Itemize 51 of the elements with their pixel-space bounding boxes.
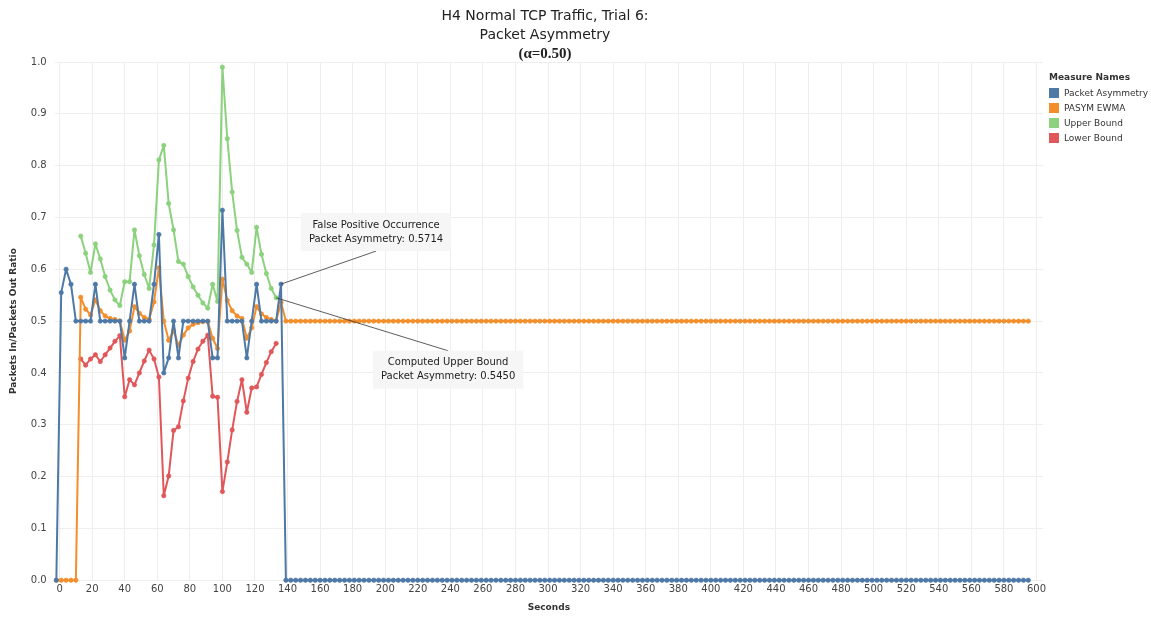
- x-tick-label: 160: [310, 582, 330, 594]
- x-tick-label: 200: [375, 582, 395, 594]
- y-tick-label: 1.0: [30, 55, 47, 67]
- x-tick-label: 100: [212, 582, 232, 594]
- x-tick-label: 180: [343, 582, 363, 594]
- x-tick-label: 480: [831, 582, 851, 594]
- x-tick-label: 440: [766, 582, 786, 594]
- y-tick-label: 0.2: [30, 470, 47, 482]
- y-tick-label: 0.8: [30, 159, 47, 171]
- annotation: False Positive Occurrence Packet Asymmetry: 0.5714: [308, 218, 444, 244]
- legend-title: Measure Names: [1049, 72, 1132, 82]
- x-tick-label: 240: [440, 582, 460, 594]
- annotation: Computed Upper Bound Packet Asymmetry: 0.5450: [381, 356, 516, 382]
- x-tick-label: 420: [733, 582, 753, 594]
- x-tick-label: 20: [85, 582, 99, 594]
- y-tick-label: 0.5: [30, 314, 47, 326]
- x-tick-label: 340: [603, 582, 623, 594]
- x-tick-label: 80: [183, 582, 197, 594]
- y-tick-label: 0.1: [30, 521, 47, 533]
- legend-label: Packet Asymmetry: [1064, 87, 1149, 98]
- y-tick-label: 0.4: [30, 366, 47, 378]
- x-tick-label: 0: [56, 582, 63, 594]
- x-tick-label: 460: [799, 582, 819, 594]
- x-tick-label: 140: [277, 582, 298, 594]
- x-tick-label: 380: [668, 582, 688, 594]
- x-tick-label: 280: [505, 582, 526, 594]
- y-tick-label: 0.6: [30, 262, 47, 274]
- x-tick-label: 540: [929, 582, 949, 594]
- x-tick-label: 220: [408, 582, 428, 594]
- x-tick-label: 580: [994, 582, 1014, 594]
- x-tick-label: 600: [1026, 582, 1047, 594]
- x-tick-label: 520: [896, 582, 916, 594]
- legend-label: Upper Bound: [1064, 117, 1123, 128]
- x-tick-label: 60: [150, 582, 164, 594]
- x-tick-label: 120: [245, 582, 265, 594]
- x-tick-label: 260: [473, 582, 493, 594]
- y-tick-label: 0.0: [30, 573, 47, 585]
- legend-label: PASYM EWMA: [1064, 102, 1126, 113]
- y-tick-label: 0.7: [30, 211, 47, 223]
- x-tick-label: 300: [538, 582, 558, 594]
- x-tick-label: 500: [864, 582, 884, 594]
- legend-label: Lower Bound: [1064, 132, 1123, 143]
- x-tick-label: 400: [701, 582, 721, 594]
- x-axis-title: Seconds: [527, 601, 571, 612]
- x-tick-label: 40: [118, 582, 132, 594]
- y-tick-label: 0.3: [30, 418, 47, 430]
- x-tick-label: 360: [636, 582, 656, 594]
- y-axis-title: Packets In/Packets Out Ratio: [7, 248, 18, 395]
- y-tick-label: 0.9: [30, 107, 47, 119]
- x-tick-label: 560: [961, 582, 981, 594]
- x-tick-label: 320: [571, 582, 591, 594]
